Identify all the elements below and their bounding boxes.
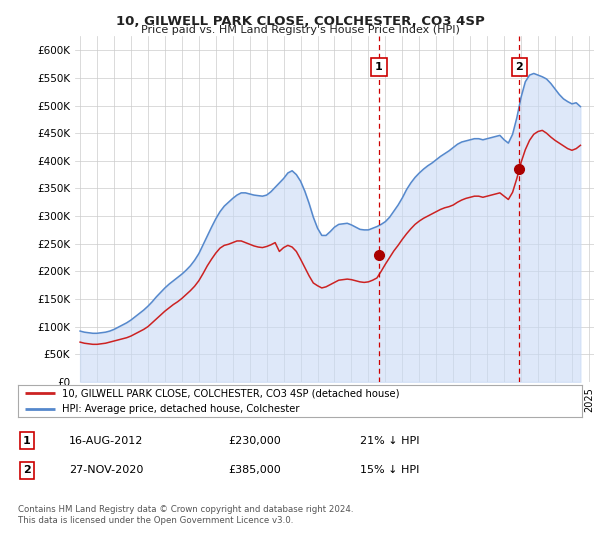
Text: HPI: Average price, detached house, Colchester: HPI: Average price, detached house, Colc… [62,404,299,414]
Text: 2: 2 [23,465,31,475]
Text: 27-NOV-2020: 27-NOV-2020 [69,465,143,475]
Text: 10, GILWELL PARK CLOSE, COLCHESTER, CO3 4SP (detached house): 10, GILWELL PARK CLOSE, COLCHESTER, CO3 … [62,388,400,398]
Text: 16-AUG-2012: 16-AUG-2012 [69,436,143,446]
Text: Price paid vs. HM Land Registry's House Price Index (HPI): Price paid vs. HM Land Registry's House … [140,25,460,35]
Text: £385,000: £385,000 [228,465,281,475]
Text: 1: 1 [23,436,31,446]
Text: 1: 1 [375,62,383,72]
Text: 2: 2 [515,62,523,72]
Text: 15% ↓ HPI: 15% ↓ HPI [360,465,419,475]
Text: Contains HM Land Registry data © Crown copyright and database right 2024.
This d: Contains HM Land Registry data © Crown c… [18,505,353,525]
Text: 10, GILWELL PARK CLOSE, COLCHESTER, CO3 4SP: 10, GILWELL PARK CLOSE, COLCHESTER, CO3 … [116,15,484,27]
Text: 21% ↓ HPI: 21% ↓ HPI [360,436,419,446]
Text: £230,000: £230,000 [228,436,281,446]
